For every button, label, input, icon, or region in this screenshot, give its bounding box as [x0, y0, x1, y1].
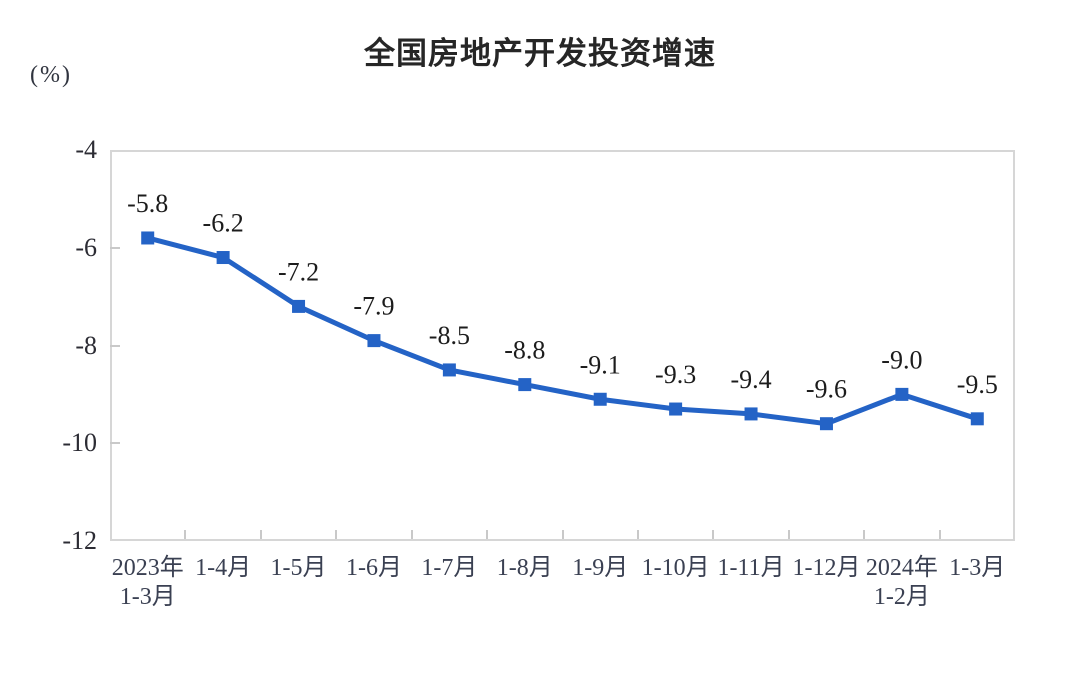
x-tick-mark — [486, 530, 489, 539]
data-point-label: -9.0 — [881, 345, 922, 374]
x-category-label: 1-12月 — [792, 555, 861, 581]
y-tick-label: -6 — [75, 232, 97, 262]
data-point-marker — [216, 251, 230, 265]
data-series-line — [147, 235, 979, 427]
y-tick-label: -12 — [62, 526, 97, 555]
y-tick-mark — [110, 442, 120, 445]
x-category-label: 1-8月 — [496, 555, 553, 581]
x-tick-mark — [259, 530, 262, 539]
y-tick-mark — [110, 246, 120, 249]
x-category-label: 1-7月 — [421, 555, 478, 581]
x-tick-mark — [712, 530, 715, 539]
data-point-marker — [518, 378, 532, 392]
data-point-label: -8.5 — [429, 321, 470, 350]
data-point-marker — [819, 417, 833, 431]
x-tick-mark — [335, 530, 338, 539]
x-category-label: 1-9月 — [572, 555, 629, 581]
data-point-marker — [970, 412, 984, 426]
x-category-label: 1-3月 — [949, 555, 1006, 581]
x-tick-mark — [787, 530, 790, 539]
plot-area — [110, 150, 1015, 541]
y-tick-label: -10 — [62, 428, 97, 458]
data-point-marker — [292, 299, 306, 313]
x-category-label: 1-10月 — [641, 555, 710, 581]
x-tick-mark — [410, 530, 413, 539]
data-point-marker — [141, 231, 155, 245]
y-axis-unit-label: (%) — [30, 62, 72, 88]
y-tick-label: -8 — [75, 330, 97, 360]
data-point-label: -9.4 — [730, 365, 771, 394]
x-tick-mark — [863, 530, 866, 539]
x-category-label: 2024年 1-2月 — [865, 555, 938, 610]
x-tick-mark — [561, 530, 564, 539]
x-category-label: 1-4月 — [195, 555, 252, 581]
chart-title: 全国房地产开发投资增速 — [364, 36, 716, 71]
x-tick-mark — [184, 530, 187, 539]
data-point-label: -5.8 — [127, 189, 168, 218]
data-point-label: -9.5 — [957, 370, 998, 399]
x-category-label: 1-11月 — [717, 555, 785, 581]
data-point-marker — [895, 387, 909, 401]
y-tick-mark — [110, 344, 120, 347]
y-tick-label: -4 — [75, 135, 97, 164]
data-point-marker — [367, 334, 381, 348]
data-point-label: -7.2 — [278, 257, 319, 286]
x-category-label: 1-6月 — [345, 555, 402, 581]
data-point-label: -7.9 — [353, 292, 394, 321]
data-point-marker — [669, 402, 683, 416]
data-point-label: -8.8 — [504, 336, 545, 365]
x-category-label: 1-5月 — [270, 555, 327, 581]
data-point-label: -6.2 — [203, 209, 244, 238]
x-category-label: 2023年 1-3月 — [111, 555, 184, 610]
data-point-marker — [744, 407, 758, 421]
data-point-marker — [442, 363, 456, 377]
data-point-label: -9.6 — [806, 375, 847, 404]
data-point-label: -9.3 — [655, 360, 696, 389]
data-point-marker — [593, 392, 607, 406]
x-tick-mark — [938, 530, 941, 539]
x-tick-mark — [636, 530, 639, 539]
data-point-label: -9.1 — [580, 350, 621, 379]
